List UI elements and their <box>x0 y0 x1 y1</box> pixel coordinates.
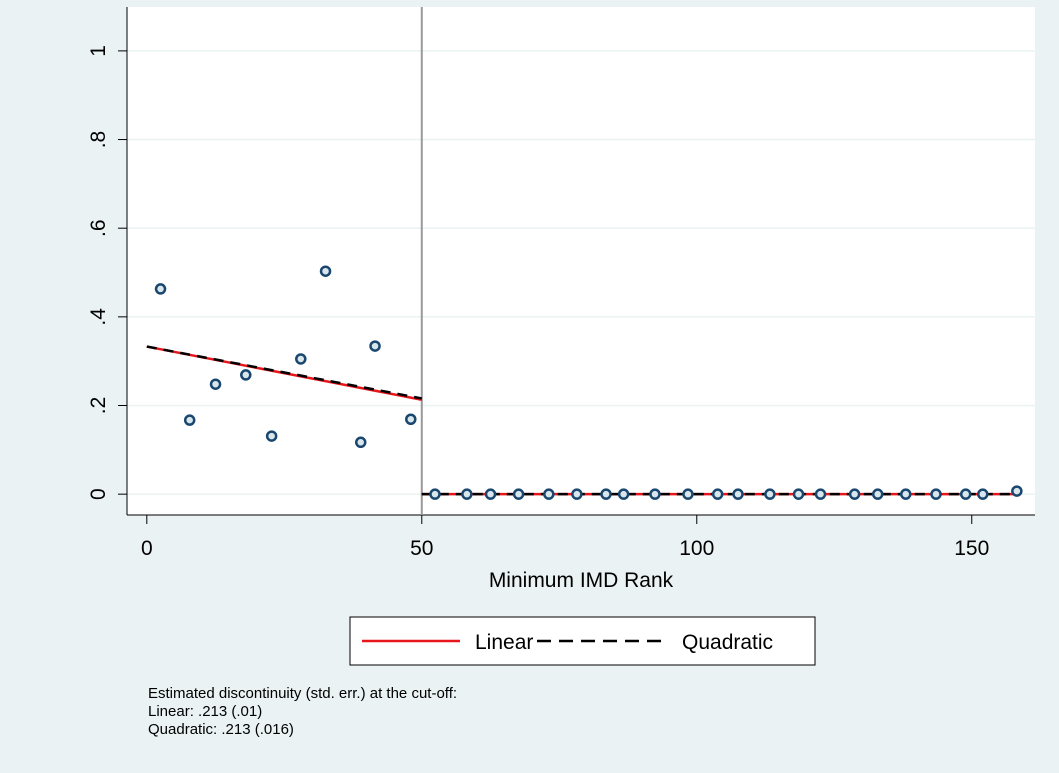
scatter-point <box>183 414 196 426</box>
legend-label: Quadratic <box>682 631 773 654</box>
scatter-point <box>405 413 417 426</box>
scatter-point <box>711 488 724 500</box>
scatter-point <box>959 488 972 500</box>
scatter-point <box>600 488 612 500</box>
y-tick-label: .2 <box>87 397 110 415</box>
scatter-point <box>732 488 744 500</box>
scatter-point <box>240 369 252 381</box>
scatter-point <box>295 353 307 365</box>
scatter-point <box>814 488 827 500</box>
scatter-point <box>900 488 912 500</box>
legend-label: Linear <box>475 631 533 654</box>
scatter-point <box>209 378 222 390</box>
scatter-point <box>792 488 805 500</box>
scatter-point <box>354 436 367 449</box>
scatter-point <box>265 430 278 442</box>
scatter-point <box>871 488 884 500</box>
scatter-point <box>512 488 525 500</box>
scatter-point <box>154 283 167 295</box>
scatter-point <box>319 265 332 277</box>
x-tick-label: 0 <box>141 537 153 560</box>
scatter-point <box>484 488 497 500</box>
note: Linear: .213 (.01) <box>148 703 262 720</box>
scatter-point <box>543 488 555 500</box>
y-tick-label: .4 <box>87 308 110 326</box>
scatter-point <box>461 488 473 500</box>
x-tick-label: 50 <box>410 537 433 560</box>
scatter-point <box>682 488 694 500</box>
scatter-point <box>977 488 989 500</box>
scatter-point <box>764 488 776 500</box>
x-tick-label: 100 <box>679 537 714 560</box>
scatter-point <box>848 488 861 500</box>
scatter-point <box>369 340 381 352</box>
y-tick-label: 0 <box>87 488 110 500</box>
scatter-point <box>930 488 942 500</box>
plot-region <box>127 7 1035 515</box>
y-tick-label: 1 <box>87 45 110 57</box>
scatter-point <box>429 488 441 500</box>
scatter-point <box>571 488 583 500</box>
y-tick-label: .6 <box>87 219 110 237</box>
scatter-point <box>617 488 630 500</box>
note: Quadratic: .213 (.016) <box>148 721 294 738</box>
scatter-point <box>649 488 661 500</box>
y-tick-label: .8 <box>87 131 110 149</box>
scatter-point <box>1011 485 1023 497</box>
x-axis-label: Minimum IMD Rank <box>489 569 674 592</box>
x-tick-label: 150 <box>954 537 989 560</box>
note: Estimated discontinuity (std. err.) at t… <box>148 685 457 702</box>
